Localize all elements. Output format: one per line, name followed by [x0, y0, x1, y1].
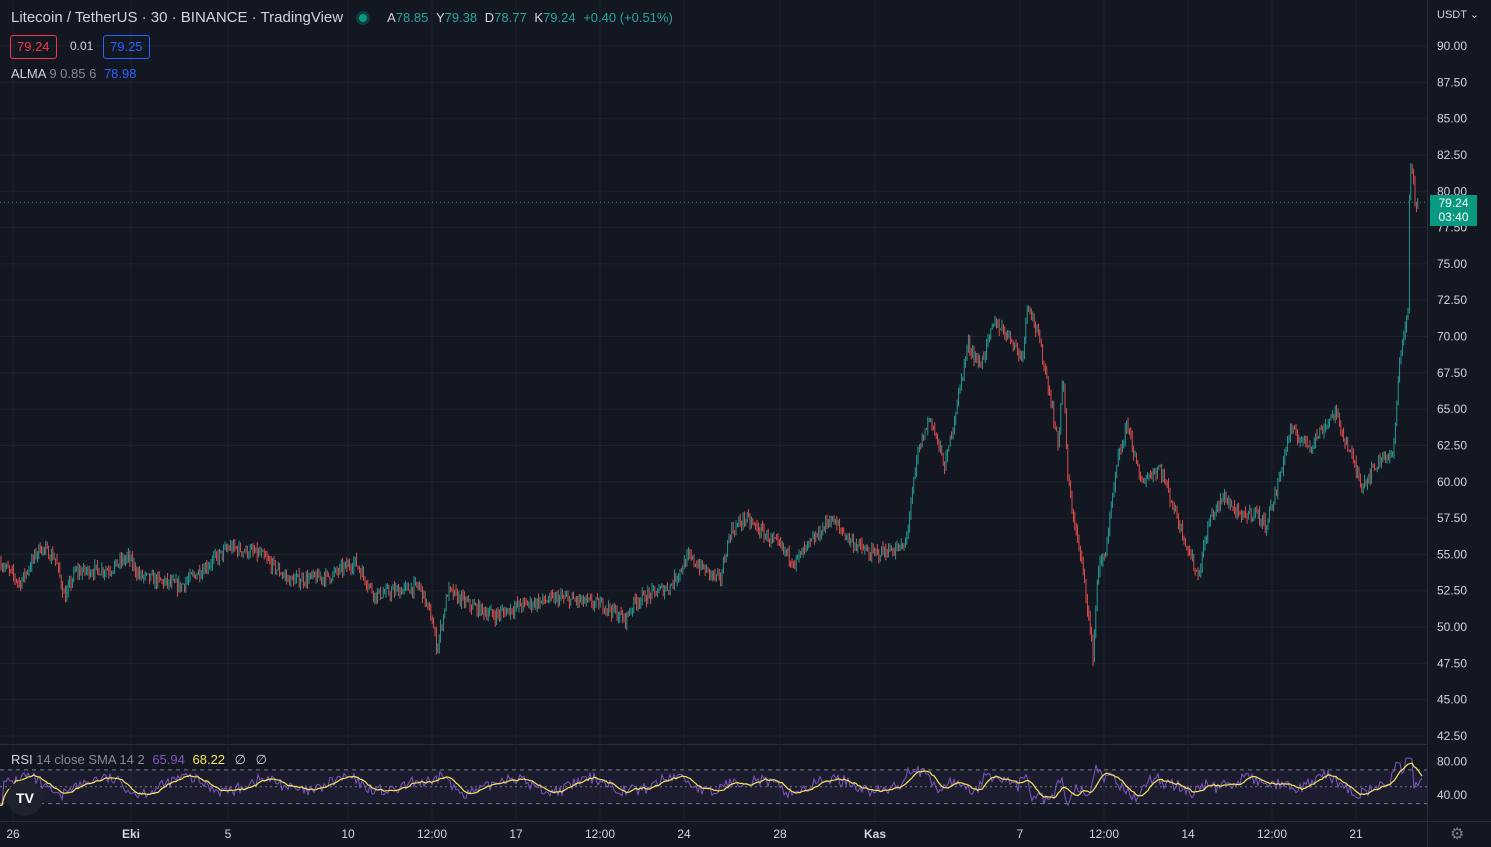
rsi-tick-label: 40.00 [1437, 788, 1467, 802]
last-price-value: 79.24 [1438, 196, 1469, 210]
x-tick-label: 14 [1181, 827, 1195, 841]
rsi-value: 65.94 [152, 752, 185, 767]
x-tick-label: 5 [225, 827, 232, 841]
last-price-label: 79.24 03:40 [1430, 195, 1477, 226]
x-tick-label: 7 [1017, 827, 1024, 841]
close-value: 79.24 [543, 10, 576, 25]
countdown-value: 03:40 [1438, 210, 1469, 224]
y-tick-label: 57.50 [1437, 511, 1467, 525]
low-value: 78.77 [494, 10, 527, 25]
x-tick-label: 17 [509, 827, 523, 841]
ohlc-values: A78.85 Y79.38 D78.77 K79.24 +0.40 (+0.51… [383, 10, 673, 25]
high-label: Y [435, 10, 445, 25]
rsi-extra-1: ∅ [234, 752, 246, 767]
y-tick-label: 80.00 [1437, 184, 1467, 198]
open-label: A [387, 10, 396, 25]
low-label: D [484, 10, 495, 25]
rsi-legend[interactable]: RSI 14 close SMA 14 2 65.94 68.22 ∅ ∅ [11, 752, 267, 768]
y-tick-label: 42.50 [1437, 729, 1467, 743]
candles[interactable] [0, 163, 1419, 667]
y-tick-label: 55.00 [1437, 547, 1467, 561]
y-tick-label: 67.50 [1437, 366, 1467, 380]
y-tick-label: 90.00 [1437, 39, 1467, 53]
y-tick-label: 47.50 [1437, 656, 1467, 670]
y-tick-label: 62.50 [1437, 438, 1467, 452]
close-label: K [534, 10, 544, 25]
y-tick-label: 75.00 [1437, 257, 1467, 271]
x-tick-label: 12:00 [1257, 827, 1287, 841]
alma-params: 9 0.85 6 [49, 66, 97, 81]
symbol-title[interactable]: Litecoin / TetherUS · 30 · BINANCE · Tra… [11, 9, 344, 26]
y-tick-label: 70.00 [1437, 330, 1467, 344]
spread-value: 0.01 [70, 39, 94, 53]
open-value: 78.85 [395, 10, 429, 25]
rsi-tick-label: 80.00 [1437, 754, 1467, 768]
x-tick-label: 12:00 [1089, 827, 1119, 841]
alma-value: 78.98 [103, 66, 137, 81]
chevron-down-icon: ⌄ [1469, 9, 1480, 21]
change-value: +0.40 (+0.51%) [583, 10, 673, 25]
x-tick-label: 12:00 [417, 827, 447, 841]
high-value: 79.38 [444, 10, 478, 25]
symbol-legend: Litecoin / TetherUS · 30 · BINANCE · Tra… [11, 9, 673, 26]
y-tick-label: 82.50 [1437, 148, 1467, 162]
rsi-name: RSI [11, 752, 33, 767]
y-tick-label: 60.00 [1437, 475, 1467, 489]
rsi-line [0, 757, 1423, 807]
buy-button[interactable]: 79.25 [103, 35, 150, 59]
y-tick-label: 45.00 [1437, 693, 1467, 707]
x-tick-label: 24 [677, 827, 691, 841]
y-tick-label: 52.50 [1437, 584, 1467, 598]
y-tick-label: 85.00 [1437, 112, 1467, 126]
x-tick-label: 21 [1349, 827, 1363, 841]
price-pane[interactable] [0, 0, 1427, 744]
y-tick-label: 65.00 [1437, 402, 1467, 416]
x-tick-label: 12:00 [585, 827, 615, 841]
tradingview-logo-icon[interactable]: TV [7, 780, 43, 816]
market-status-icon [359, 13, 368, 22]
rsi-params: 14 close SMA 14 2 [36, 752, 145, 767]
currency-label: USDT [1437, 9, 1467, 21]
y-tick-label: 87.50 [1437, 75, 1467, 89]
y-tick-label: 50.00 [1437, 620, 1467, 634]
x-tick-label: 10 [341, 827, 355, 841]
rsi-ma-line [0, 762, 1423, 806]
x-tick-label: Eki [122, 827, 140, 841]
alma-legend[interactable]: ALMA 9 0.85 6 78.98 [11, 66, 136, 81]
x-tick-label: Kas [864, 827, 886, 841]
x-tick-label: 28 [773, 827, 787, 841]
y-tick-label: 72.50 [1437, 293, 1467, 307]
currency-selector[interactable]: USDT ⌄ [1437, 8, 1479, 21]
sell-button[interactable]: 79.24 [10, 35, 57, 59]
alma-name: ALMA [11, 66, 46, 81]
x-tick-label: 26 [6, 827, 20, 841]
rsi-extra-2: ∅ [255, 752, 267, 767]
rsi-band [0, 769, 1427, 804]
gear-icon[interactable]: ⚙ [1450, 826, 1465, 843]
rsi-ma-value: 68.22 [192, 752, 226, 767]
